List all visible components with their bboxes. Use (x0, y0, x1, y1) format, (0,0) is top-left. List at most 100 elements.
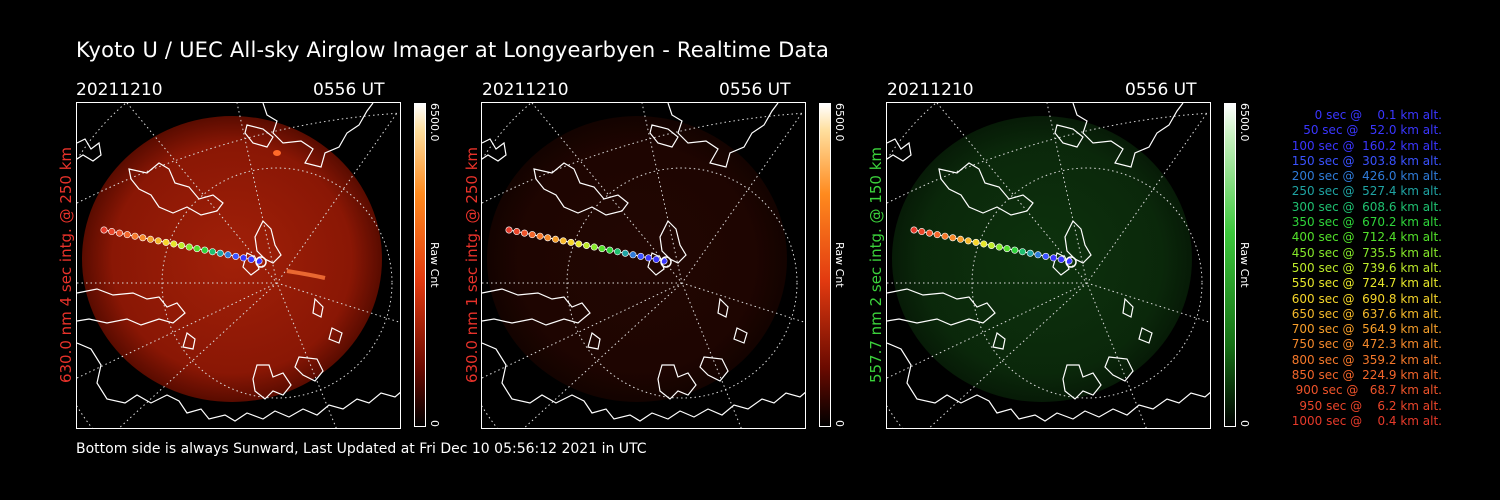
panel-3-colorbar-max: 6500.0 (1238, 103, 1251, 142)
trajectory-point (918, 228, 926, 236)
panel-2-time: 0556 UT (719, 80, 791, 100)
coastline (887, 288, 996, 326)
coastline (699, 356, 729, 382)
panel-3-time: 0556 UT (1125, 80, 1197, 100)
trajectory-point (100, 226, 108, 234)
legend-entry: 800 sec @ 359.2 km alt. (1287, 352, 1442, 367)
coastline (294, 356, 324, 382)
trajectory-point (598, 245, 606, 253)
trajectory-point (995, 243, 1003, 251)
trajectory-point (162, 238, 170, 246)
trajectory-point (1019, 248, 1027, 256)
legend-entry: 600 sec @ 690.8 km alt. (1287, 291, 1442, 306)
trajectory-point (590, 243, 598, 251)
trajectory-point (621, 249, 629, 257)
coastline (1122, 297, 1134, 318)
meridian-line (531, 103, 805, 323)
panel-2-colorbar-max: 6500.0 (833, 103, 846, 142)
trajectory-point (1057, 255, 1065, 263)
legend-entry: 400 sec @ 712.4 km alt. (1287, 230, 1442, 245)
trajectory-point (1034, 251, 1042, 259)
coastline (242, 252, 260, 276)
coastline (659, 219, 687, 264)
panel-3-ylabel: 557.7 nm 2 sec intg. @ 150 km (867, 146, 885, 384)
legend-entry: 750 sec @ 472.3 km alt. (1287, 337, 1442, 352)
trajectory-point (147, 235, 155, 243)
legend-entry: 350 sec @ 670.2 km alt. (1287, 215, 1442, 230)
coastline (1072, 103, 1184, 168)
bright-spot (273, 150, 281, 156)
trajectory-point (528, 231, 536, 239)
trajectory-point (544, 234, 552, 242)
trajectory-point (108, 228, 116, 236)
coastline (482, 138, 507, 162)
trajectory-point (247, 255, 255, 263)
trajectory-point (115, 229, 123, 237)
trajectory-point (1042, 252, 1050, 260)
panel-2-map (482, 103, 805, 428)
coastline (649, 124, 679, 148)
coastline (887, 342, 1210, 422)
station-marker (255, 256, 267, 268)
footer-note: Bottom side is always Sunward, Last Upda… (76, 441, 647, 457)
trajectory-point (240, 254, 248, 262)
panel-2-image (481, 102, 806, 429)
legend-entry: 900 sec @ 68.7 km alt. (1291, 383, 1442, 398)
coastline (1064, 219, 1092, 264)
trajectory-point (964, 237, 972, 245)
trajectory-point (178, 242, 186, 250)
trajectory-point (980, 240, 988, 248)
coastline (328, 327, 343, 344)
coastline (733, 327, 748, 344)
coastline (482, 342, 805, 422)
panel-2-date: 20211210 (482, 80, 569, 100)
airglow-disk (892, 116, 1192, 402)
trajectory-point (131, 232, 139, 240)
coastline (254, 219, 282, 264)
trajectory-point (559, 237, 567, 245)
trajectory-point (1003, 245, 1011, 253)
panel-1-ylabel: 630.0 nm 4 sec intg. @ 250 km (57, 146, 75, 384)
trajectory-point (925, 229, 933, 237)
coastline (1062, 364, 1102, 400)
airglow-disk (487, 116, 787, 402)
legend-entry: 300 sec @ 608.6 km alt. (1287, 199, 1442, 214)
trajectory-point (637, 252, 645, 260)
legend-entry: 200 sec @ 426.0 km alt. (1287, 169, 1442, 184)
meridian-line (126, 103, 400, 323)
aurora-arc (286, 269, 326, 280)
coastline (992, 331, 1006, 350)
trajectory-point (232, 252, 240, 260)
trajectory-point (606, 246, 614, 254)
trajectory-point (201, 246, 209, 254)
coastline (128, 162, 224, 216)
coastline (533, 162, 629, 216)
panel-2-colorbar-label: Raw Cnt (833, 242, 846, 288)
legend-entry: 550 sec @ 724.7 km alt. (1287, 276, 1442, 291)
panel-1-colorbar-label: Raw Cnt (428, 242, 441, 288)
trajectory-point (645, 254, 653, 262)
trajectory-point (941, 232, 949, 240)
panel-3-colorbar-min: 0 (1238, 420, 1251, 427)
legend-entry: 500 sec @ 739.6 km alt. (1287, 260, 1442, 275)
panel-2-colorbar (819, 103, 831, 427)
trajectory-point (988, 242, 996, 250)
coastline (667, 103, 779, 168)
trajectory-point (957, 235, 965, 243)
trajectory-point (583, 242, 591, 250)
coastline (587, 331, 601, 350)
coastline (938, 162, 1034, 216)
panel-1-time: 0556 UT (313, 80, 385, 100)
legend-entry: 850 sec @ 224.9 km alt. (1287, 368, 1442, 383)
meridian-line (936, 103, 1210, 323)
panel-3-image (886, 102, 1211, 429)
coastline (647, 252, 665, 276)
panel-2-colorbar-min: 0 (833, 420, 846, 427)
trajectory-point (567, 238, 575, 246)
legend-entry: 50 sec @ 52.0 km alt. (1295, 123, 1442, 138)
trajectory-point (185, 243, 193, 251)
station-marker (1065, 256, 1077, 268)
trajectory-point (193, 245, 201, 253)
panel-1-date: 20211210 (76, 80, 163, 100)
trajectory-point (1011, 246, 1019, 254)
